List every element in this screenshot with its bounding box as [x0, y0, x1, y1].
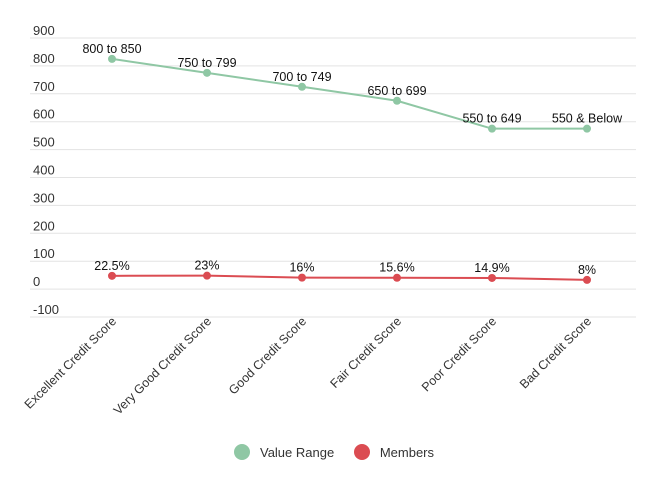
data-point[interactable]: [108, 54, 116, 63]
x-tick-label: Very Good Credit Score: [111, 314, 214, 417]
data-point[interactable]: [393, 96, 401, 105]
data-label: 14.9%: [474, 261, 509, 275]
data-label: 550 to 649: [462, 112, 521, 126]
gridlines: [30, 37, 636, 318]
data-label: 8%: [578, 263, 596, 277]
data-point[interactable]: [583, 275, 591, 284]
data-label: 700 to 749: [272, 70, 331, 84]
series-lines: [111, 57, 588, 281]
y-tick-label: 800: [33, 51, 55, 66]
data-point[interactable]: [298, 82, 306, 91]
x-tick-label: Fair Credit Score: [327, 314, 404, 391]
data-point[interactable]: [298, 273, 306, 282]
data-label: 22.5%: [94, 259, 129, 273]
data-label: 800 to 850: [82, 42, 141, 56]
series-line: [111, 274, 588, 281]
data-point[interactable]: [488, 124, 496, 133]
data-labels: 800 to 850 750 to 799 700 to 749 650 to 699…: [82, 42, 623, 277]
legend-item-members[interactable]: Members: [353, 444, 435, 460]
legend-swatch-icon: [353, 444, 370, 460]
y-tick-label: -100: [33, 302, 59, 317]
data-label: 650 to 699: [367, 84, 426, 98]
y-tick-label: 500: [33, 135, 55, 150]
y-tick-label: 100: [33, 246, 55, 261]
legend: Value Range Members: [0, 444, 668, 463]
data-label: 15.6%: [379, 261, 414, 275]
data-label: 750 to 799: [177, 56, 236, 70]
y-tick-label: 700: [33, 79, 55, 94]
x-tick-label: Poor Credit Score: [419, 314, 499, 394]
series-line: [111, 57, 587, 130]
y-tick-label: 400: [33, 163, 55, 178]
y-tick-label: 900: [33, 23, 55, 38]
legend-swatch-icon: [233, 444, 250, 460]
y-tick-label: 0: [33, 274, 40, 289]
data-point[interactable]: [488, 273, 496, 282]
data-point[interactable]: [583, 124, 591, 133]
data-point[interactable]: [203, 68, 211, 77]
y-axis: -100 0 100 200 300 400 500 600 700 800 900: [33, 23, 59, 317]
data-label: 23%: [194, 259, 219, 273]
data-point[interactable]: [393, 273, 401, 282]
data-label: 550 & Below: [552, 112, 623, 126]
data-point[interactable]: [108, 271, 116, 280]
series-points: [108, 54, 591, 284]
x-tick-label: Good Credit Score: [226, 314, 309, 397]
legend-label: Value Range: [259, 444, 335, 460]
data-point[interactable]: [203, 271, 211, 280]
y-tick-label: 300: [33, 190, 55, 205]
legend-item-value-range[interactable]: Value Range: [233, 444, 335, 460]
x-tick-label: Bad Credit Score: [517, 314, 594, 391]
y-tick-label: 600: [33, 107, 55, 122]
x-tick-label: Excellent Credit Score: [22, 314, 119, 411]
data-label: 16%: [289, 261, 314, 275]
y-tick-label: 200: [33, 218, 55, 233]
legend-label: Members: [379, 444, 435, 460]
